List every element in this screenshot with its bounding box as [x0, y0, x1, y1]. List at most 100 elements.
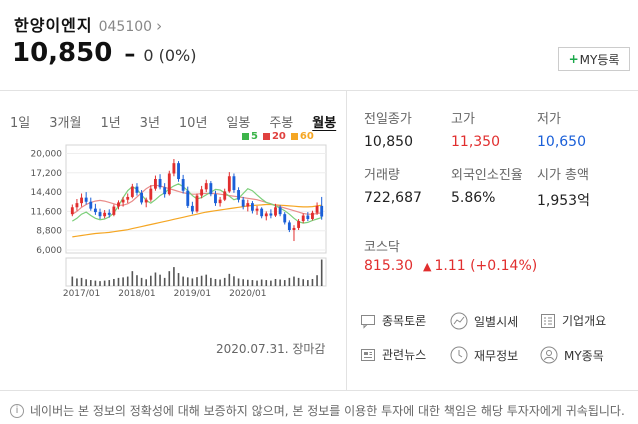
- tab-monthly[interactable]: 월봉: [312, 116, 337, 131]
- volume-bar: [205, 274, 208, 286]
- candle-body: [269, 213, 273, 216]
- candle-body: [274, 207, 277, 216]
- candle-body: [311, 212, 314, 219]
- candle-body: [149, 188, 153, 200]
- volume-bar: [99, 281, 101, 286]
- link-label: 재무정보: [474, 348, 519, 363]
- volume-bar: [140, 277, 143, 286]
- link-my-stock[interactable]: MY종목: [540, 346, 604, 364]
- stat-label: 시가 총액: [537, 168, 589, 183]
- kosdaq-index: 815.30 ▲ 1.11 (+0.14%): [364, 258, 537, 274]
- link-label: 일별시세: [474, 314, 519, 329]
- volume-bar: [316, 275, 318, 286]
- header-divider: [0, 90, 638, 91]
- volume-bar: [163, 277, 166, 286]
- chevron-right-icon[interactable]: ›: [156, 17, 163, 35]
- volume-bar: [159, 274, 161, 286]
- link-discussion[interactable]: 종목토론: [360, 312, 426, 329]
- tab-1d[interactable]: 1일: [10, 116, 31, 131]
- y-tick-label: 11,600: [31, 207, 63, 217]
- link-label: 관련뉴스: [382, 348, 427, 362]
- stat-volume: 거래량 722,687: [364, 164, 422, 206]
- candle-body: [246, 203, 250, 207]
- finance-clock-icon: [450, 346, 468, 364]
- candle-body: [214, 194, 217, 204]
- legend-ma60-label: 60: [299, 131, 314, 142]
- tab-10y[interactable]: 10년: [178, 116, 208, 131]
- news-icon: [361, 348, 375, 361]
- y-tick-label: 14,400: [31, 188, 63, 198]
- candle-body: [84, 197, 88, 202]
- price-change: 0 (0%): [143, 46, 197, 65]
- up-triangle-icon: ▲: [423, 259, 432, 273]
- volume-bar: [196, 277, 198, 286]
- candle-body: [75, 203, 79, 208]
- tab-daily[interactable]: 일봉: [226, 116, 251, 131]
- candle-body: [301, 215, 305, 222]
- disclaimer: i 네이버는 본 정보의 정확성에 대해 보증하지 않으며, 본 정보를 이용한…: [10, 402, 625, 419]
- candle-body: [292, 227, 296, 231]
- candle-body: [306, 215, 310, 219]
- candle-body: [98, 212, 102, 217]
- kosdaq-label[interactable]: 코스닥: [364, 240, 400, 255]
- candle-body: [320, 205, 324, 217]
- candle-body: [227, 176, 231, 192]
- candle-body: [195, 195, 199, 212]
- candle-body: [209, 183, 213, 195]
- candle-body: [250, 203, 254, 211]
- legend-ma5-swatch: [242, 133, 249, 140]
- my-register-button[interactable]: + MY등록: [558, 47, 630, 71]
- stock-chart[interactable]: 20,000 17,200 14,400 11,600 8,800 6,000 2017/0…: [0, 140, 340, 300]
- market-closed-label: 2020.07.31. 장마감: [216, 342, 326, 356]
- candle-body: [154, 179, 157, 189]
- link-daily-price[interactable]: 일별시세: [450, 312, 518, 330]
- candle-body: [126, 196, 130, 200]
- tab-3y[interactable]: 3년: [139, 116, 160, 131]
- stat-value: 10,850: [364, 134, 413, 150]
- title-row[interactable]: 한양이엔지 045100 ›: [14, 12, 162, 36]
- tab-weekly[interactable]: 주봉: [269, 116, 294, 131]
- candle-body: [278, 207, 282, 215]
- volume-bar: [108, 280, 111, 286]
- volume-bar: [168, 271, 171, 286]
- link-finance-info[interactable]: 재무정보: [450, 346, 518, 364]
- volume-bar: [89, 280, 92, 286]
- candle-body: [200, 189, 204, 196]
- volume-bar: [136, 275, 138, 286]
- volume-bar: [270, 280, 272, 286]
- stat-label: 저가: [537, 112, 561, 127]
- candle-body: [181, 179, 185, 191]
- tab-1y[interactable]: 1년: [100, 116, 121, 131]
- candle-body: [121, 199, 125, 203]
- candle-body: [70, 207, 74, 215]
- company-name[interactable]: 한양이엔지: [14, 16, 93, 35]
- link-related-news[interactable]: 관련뉴스: [360, 346, 426, 363]
- candle-body: [237, 190, 240, 200]
- volume-bar: [145, 279, 147, 286]
- legend-ma5-label: 5: [251, 131, 258, 142]
- stat-label: 거래량: [364, 168, 400, 183]
- x-tick-label: 2018/01: [118, 289, 155, 299]
- candle-body: [218, 199, 222, 204]
- volume-bar: [219, 279, 221, 286]
- volume-bar: [103, 280, 106, 286]
- tab-3m[interactable]: 3개월: [49, 116, 82, 131]
- volume-bar: [177, 273, 180, 286]
- stock-header: 한양이엔지 045100 › 10,850 – 0 (0%) + MY등록: [0, 0, 638, 90]
- candle-body: [93, 208, 97, 213]
- candle-body: [241, 199, 245, 207]
- volume-bar: [200, 275, 203, 286]
- link-company-overview[interactable]: 기업개요: [540, 312, 606, 329]
- volume-bar: [228, 273, 231, 286]
- volume-bar: [85, 279, 87, 286]
- candle-body: [232, 176, 236, 191]
- candle-body: [167, 173, 171, 195]
- y-tick-label: 17,200: [31, 169, 63, 179]
- volume-bar: [251, 280, 254, 286]
- candle-body: [163, 187, 167, 195]
- volume-bar: [122, 277, 124, 286]
- volume-bar: [80, 277, 83, 286]
- volume-bar: [233, 276, 235, 286]
- volume-bar: [154, 272, 157, 286]
- volume-bar: [283, 280, 286, 286]
